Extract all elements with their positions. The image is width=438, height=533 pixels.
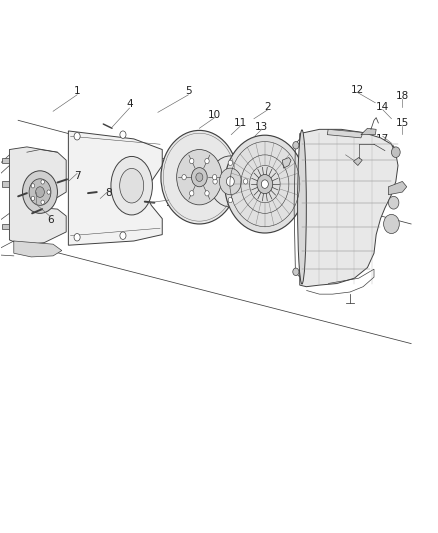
Polygon shape — [2, 181, 9, 187]
Text: 1: 1 — [74, 86, 81, 96]
Circle shape — [182, 174, 186, 180]
Text: 18: 18 — [396, 91, 409, 101]
Polygon shape — [68, 131, 162, 245]
Text: 11: 11 — [234, 118, 247, 128]
Circle shape — [228, 160, 233, 165]
Circle shape — [293, 142, 299, 149]
Circle shape — [120, 131, 126, 139]
Text: 7: 7 — [74, 171, 81, 181]
Circle shape — [120, 232, 126, 239]
Circle shape — [212, 174, 217, 180]
Circle shape — [392, 147, 400, 158]
Circle shape — [389, 196, 399, 209]
Circle shape — [31, 196, 35, 200]
Circle shape — [74, 133, 80, 140]
Polygon shape — [327, 130, 363, 138]
Polygon shape — [14, 241, 62, 257]
Circle shape — [22, 171, 57, 213]
Circle shape — [224, 169, 234, 182]
Circle shape — [228, 197, 233, 203]
Polygon shape — [353, 158, 362, 165]
Circle shape — [74, 233, 80, 241]
Polygon shape — [361, 128, 376, 135]
Circle shape — [190, 158, 194, 164]
Text: 8: 8 — [106, 188, 112, 198]
Circle shape — [191, 167, 207, 187]
Ellipse shape — [297, 130, 306, 284]
Polygon shape — [2, 158, 9, 163]
Text: 10: 10 — [208, 110, 221, 120]
Polygon shape — [389, 181, 407, 195]
Text: 6: 6 — [48, 215, 54, 225]
Circle shape — [41, 200, 44, 204]
Text: 16: 16 — [339, 152, 352, 163]
Circle shape — [244, 179, 248, 184]
Circle shape — [257, 174, 273, 193]
Circle shape — [161, 131, 238, 224]
Circle shape — [47, 190, 50, 194]
Circle shape — [41, 180, 44, 184]
Polygon shape — [300, 130, 398, 287]
Circle shape — [209, 156, 251, 207]
Ellipse shape — [120, 168, 144, 203]
Circle shape — [177, 150, 222, 205]
Circle shape — [213, 179, 217, 184]
Text: 15: 15 — [396, 118, 409, 128]
Circle shape — [293, 268, 299, 276]
Ellipse shape — [111, 157, 152, 215]
Circle shape — [219, 168, 241, 195]
Circle shape — [31, 184, 35, 188]
Text: 9: 9 — [166, 198, 172, 208]
Circle shape — [29, 179, 51, 205]
Circle shape — [226, 176, 234, 186]
Circle shape — [190, 191, 194, 196]
Text: 2: 2 — [265, 102, 271, 112]
Polygon shape — [2, 224, 9, 229]
Text: 5: 5 — [185, 86, 192, 96]
Text: 4: 4 — [126, 99, 133, 109]
Circle shape — [261, 180, 268, 188]
Text: 17: 17 — [376, 134, 389, 144]
Text: 14: 14 — [376, 102, 389, 112]
Text: 4: 4 — [32, 200, 39, 211]
Circle shape — [205, 158, 209, 164]
Polygon shape — [10, 147, 66, 245]
Circle shape — [205, 191, 209, 196]
Text: 13: 13 — [255, 122, 268, 132]
Circle shape — [196, 173, 203, 181]
Text: 12: 12 — [351, 85, 364, 95]
Circle shape — [225, 135, 305, 233]
Circle shape — [384, 214, 399, 233]
Circle shape — [35, 187, 44, 197]
Polygon shape — [283, 158, 291, 168]
